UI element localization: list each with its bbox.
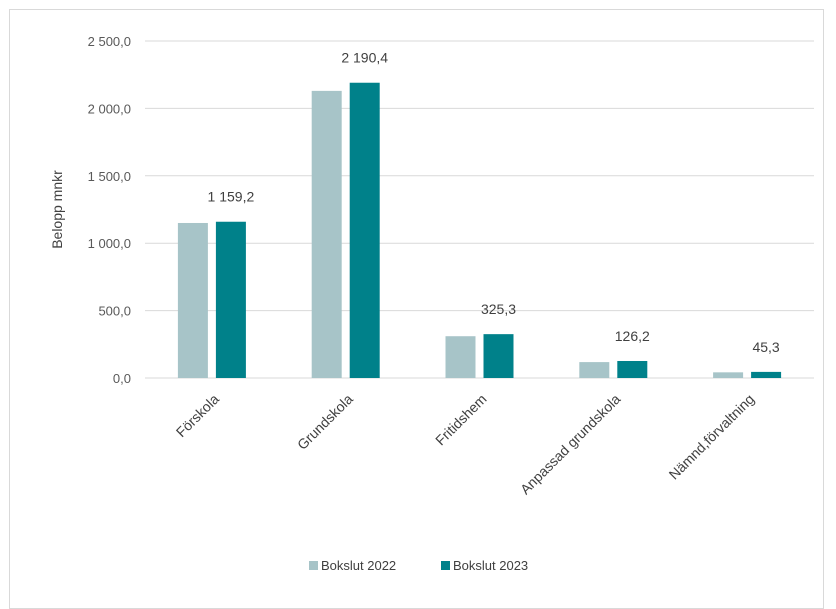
y-tick-label: 1 000,0 — [88, 236, 131, 251]
x-category-label: Nämnd,förvaltning — [666, 391, 758, 483]
bar-chart: 0,0 500,0 1 000,0 1 500,0 2 000,0 2 500,0 Belo… — [49, 34, 814, 573]
bar-bokslut-2022 — [177, 222, 208, 378]
data-label: 45,3 — [752, 339, 779, 355]
x-category-label: Anpassad grundskola — [517, 391, 624, 498]
data-label: 325,3 — [481, 301, 516, 317]
bar-bokslut-2022 — [579, 362, 610, 378]
legend-label: Bokslut 2023 — [453, 558, 528, 573]
legend-swatch — [309, 561, 318, 570]
bar-bokslut-2023 — [751, 371, 782, 378]
data-label: 1 159,2 — [208, 189, 255, 205]
y-tick-label: 1 500,0 — [88, 169, 131, 184]
bar-bokslut-2023 — [483, 334, 514, 378]
legend-swatch — [441, 561, 450, 570]
legend-label: Bokslut 2022 — [321, 558, 396, 573]
y-axis-label: Belopp mnkr — [49, 170, 65, 249]
x-category-label: Förskola — [173, 391, 222, 440]
y-tick-label: 500,0 — [98, 304, 131, 319]
y-tick-label: 0,0 — [113, 371, 131, 386]
x-category-label: Grundskola — [294, 391, 356, 453]
bar-bokslut-2023 — [349, 82, 380, 379]
data-label: 2 190,4 — [341, 50, 388, 66]
x-category-label: Fritidshem — [432, 391, 490, 449]
y-tick-label: 2 000,0 — [88, 101, 131, 116]
bar-bokslut-2022 — [445, 336, 476, 378]
y-tick-label: 2 500,0 — [88, 34, 131, 49]
data-label: 126,2 — [615, 328, 650, 344]
bar-bokslut-2023 — [215, 221, 246, 378]
bar-bokslut-2022 — [311, 90, 342, 378]
bar-bokslut-2022 — [713, 372, 744, 378]
bar-bokslut-2023 — [617, 360, 648, 378]
